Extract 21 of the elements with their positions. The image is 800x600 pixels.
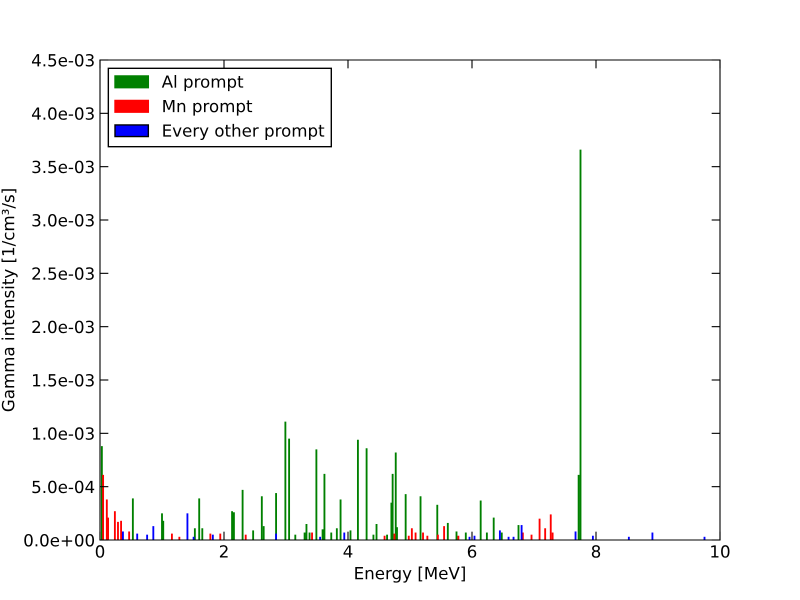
y-axis-title: Gamma intensity [1/cm³/s] [2,189,18,412]
x-axis-title: Energy [MeV] [355,566,465,583]
x-tick-label: 6 [468,545,476,558]
y-tick-label: 3.0e-03 [32,214,94,227]
y-tick-label: 0.0e+00 [24,534,94,547]
y-tick-label: 5.0e-04 [32,480,94,494]
x-tick-label: 8 [592,545,600,558]
y-tick-label: 4.5e-03 [32,54,94,67]
y-tick-label: 3.5e-03 [32,160,94,174]
y-tick-label: 2.0e-03 [32,320,94,334]
x-tick-label: 10 [711,545,730,558]
x-tick-label: 4 [344,545,352,558]
y-tick-label: 1.0e-03 [32,427,94,440]
y-tick-label: 1.5e-03 [32,374,94,387]
legend-label: Mn prompt [163,100,252,116]
legend-label: Al prompt [162,75,244,92]
y-tick-label: 2.5e-03 [32,267,94,280]
x-tick-label: 0 [96,545,104,558]
y-tick-label: 4.0e-03 [32,107,94,120]
legend-label: Every other prompt [163,124,324,140]
x-tick-label: 2 [220,545,228,558]
